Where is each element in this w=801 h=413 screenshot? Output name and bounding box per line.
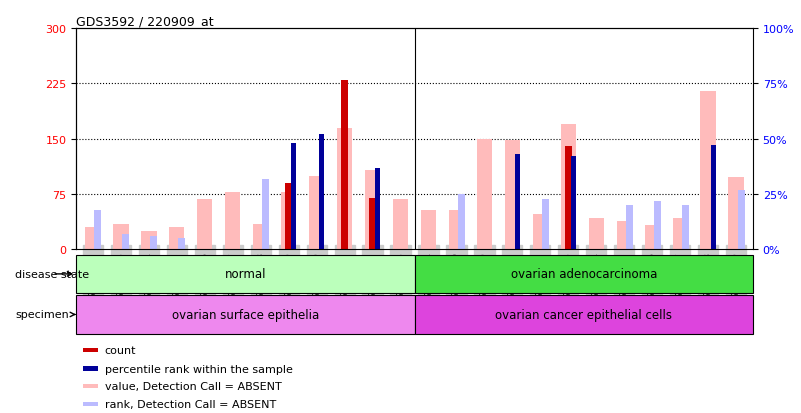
Bar [710, 146, 716, 250]
Bar [225, 192, 240, 250]
Text: ovarian cancer epithelial cells: ovarian cancer epithelial cells [495, 308, 672, 321]
Bar [561, 125, 576, 250]
Bar [505, 141, 520, 250]
Bar [645, 225, 660, 250]
Bar [728, 178, 744, 250]
Bar [197, 200, 212, 250]
Bar [85, 228, 101, 250]
Bar [113, 224, 128, 250]
Bar [141, 231, 156, 250]
Bar [392, 200, 409, 250]
FancyBboxPatch shape [76, 296, 415, 334]
Bar [151, 237, 157, 250]
Text: ovarian surface epithelia: ovarian surface epithelia [171, 308, 319, 321]
FancyBboxPatch shape [415, 255, 753, 293]
Text: count: count [104, 345, 136, 355]
Bar [515, 155, 520, 250]
Bar [738, 190, 745, 250]
Bar [83, 402, 98, 406]
Text: disease state: disease state [15, 269, 89, 279]
Bar [292, 144, 296, 250]
Bar [375, 168, 380, 250]
Bar [565, 147, 572, 250]
Bar [262, 179, 269, 250]
Text: ovarian adenocarcinoma: ovarian adenocarcinoma [510, 268, 657, 281]
Bar [123, 235, 130, 250]
Bar [95, 210, 102, 250]
Bar [542, 199, 549, 250]
Bar [477, 139, 492, 250]
Bar [253, 224, 268, 250]
Text: normal: normal [224, 268, 266, 281]
Text: GDS3592 / 220909_at: GDS3592 / 220909_at [76, 15, 214, 28]
Text: percentile rank within the sample: percentile rank within the sample [104, 364, 292, 374]
Bar [179, 239, 185, 250]
FancyBboxPatch shape [415, 296, 753, 334]
Bar [626, 206, 633, 250]
Bar [83, 367, 98, 371]
Bar [319, 135, 324, 250]
Bar [83, 348, 98, 352]
Bar [617, 222, 632, 250]
Text: specimen: specimen [15, 310, 75, 320]
Text: rank, Detection Call = ABSENT: rank, Detection Call = ABSENT [104, 399, 276, 409]
Bar [673, 218, 688, 250]
Bar [654, 201, 661, 250]
Bar [341, 81, 348, 250]
Bar [169, 228, 184, 250]
Bar [337, 128, 352, 250]
Bar [421, 211, 437, 250]
Bar [365, 170, 380, 250]
Bar [281, 192, 296, 250]
FancyBboxPatch shape [76, 255, 415, 293]
Bar [533, 214, 548, 250]
Bar [589, 218, 604, 250]
Bar [701, 92, 716, 250]
Bar [83, 384, 98, 388]
Bar [369, 198, 376, 250]
Bar [285, 183, 292, 250]
Text: value, Detection Call = ABSENT: value, Detection Call = ABSENT [104, 381, 281, 391]
Bar [309, 176, 324, 250]
Bar [458, 195, 465, 250]
Bar [449, 211, 464, 250]
Bar [571, 157, 576, 250]
Bar [682, 206, 689, 250]
